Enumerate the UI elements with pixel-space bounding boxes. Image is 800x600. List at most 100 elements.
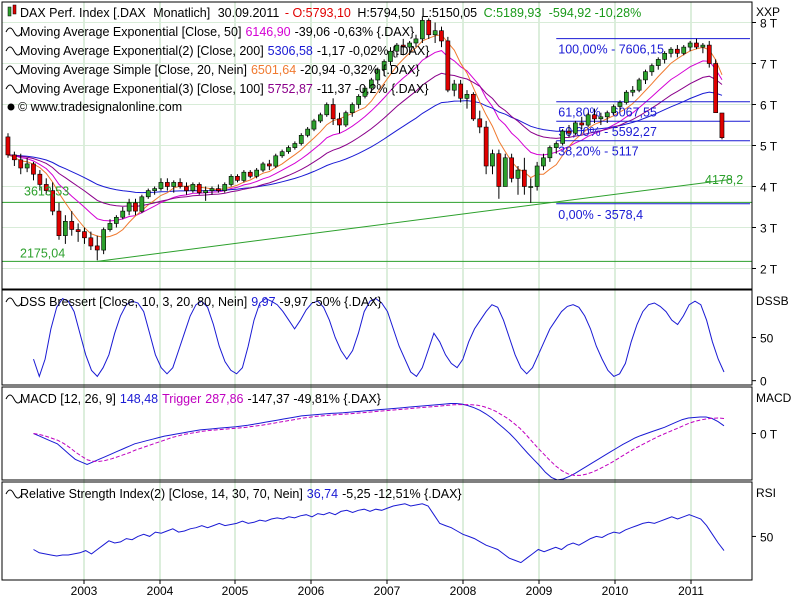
candle-body-40 (260, 163, 266, 171)
candle-21 (139, 194, 145, 214)
candle-40 (260, 161, 266, 173)
candle-93 (598, 112, 604, 125)
legend-change-0: -39,06 -0,63% {.DAX} (295, 25, 415, 39)
candle-body-8 (56, 210, 62, 237)
macd-legend-icon (5, 394, 23, 404)
main-legend: DAX Perf. Index [.DAX Monatlich] 30.09.2… (5, 4, 641, 499)
candle-body-13 (88, 237, 94, 247)
change-value: -594,92 -10,28% (549, 6, 641, 20)
candle-0 (5, 133, 11, 158)
candle-body-85 (547, 147, 553, 159)
candle-body-25 (165, 182, 170, 187)
candle-95 (611, 104, 616, 115)
close-value: C:5189,93 (484, 6, 542, 20)
candle-body-77 (496, 153, 502, 187)
candle-24 (158, 178, 164, 191)
candle-9 (62, 215, 68, 244)
candle-106 (681, 45, 687, 56)
candle-38 (247, 170, 253, 179)
candle-18 (120, 207, 126, 220)
candle-102 (655, 57, 661, 70)
candle-69 (445, 36, 451, 93)
candle-36 (235, 174, 240, 183)
candle-body-34 (222, 184, 228, 191)
main-ytick-6: 2 T (760, 263, 778, 277)
candle-48 (311, 118, 317, 132)
candle-2 (18, 153, 24, 175)
candle-34 (222, 182, 228, 193)
candle-body-81 (521, 169, 527, 187)
candle-42 (273, 153, 279, 169)
candle-body-23 (152, 188, 158, 191)
candle-body-73 (470, 94, 476, 120)
watermark-dot (7, 103, 15, 111)
candle-body-52 (337, 118, 342, 126)
candle-86 (553, 141, 559, 154)
x-axis: 2003 2004 2005 2006 2007 2008 2009 2010 2011 (2, 579, 752, 598)
legend-row-2: Moving Average Simple [Close, 20, Nein] 6… (20, 63, 420, 77)
candle-13 (88, 231, 94, 251)
candle-83 (534, 161, 540, 191)
candle-body-67 (432, 30, 438, 36)
candle-body-111 (713, 63, 718, 114)
candle-65 (419, 16, 425, 43)
candle-81 (521, 157, 527, 195)
rsi-value: 36,74 (307, 487, 338, 501)
candle-101 (649, 63, 655, 76)
candle-body-2 (18, 159, 24, 169)
annotation-4178: 4178,2 (705, 173, 743, 187)
rsi-ytick-0: 50 (760, 530, 774, 544)
candle-100 (643, 69, 648, 84)
instrument-name: DAX Perf. Index [.DAX (20, 6, 146, 20)
fib-label-2: 50,00% - 5592,27 (558, 125, 657, 139)
candle-body-38 (247, 171, 253, 177)
candle-82 (528, 178, 534, 203)
candle-52 (337, 112, 342, 134)
x-tick-4: 2007 (374, 584, 401, 598)
legend-name-0: Moving Average Exponential [Close, 50] (20, 25, 241, 39)
candle-68 (439, 26, 444, 48)
candle-body-83 (534, 165, 540, 187)
candle-body-7 (50, 190, 55, 212)
candle-body-65 (419, 20, 425, 40)
legend-name-3: Moving Average Exponential(3) [Close, 10… (20, 82, 264, 96)
candle-87 (560, 129, 565, 146)
dss-value: 9,97 (251, 295, 275, 309)
candle-body-57 (368, 79, 374, 89)
candle-body-44 (286, 147, 291, 152)
main-y-unit: XXP (756, 5, 780, 19)
candle-body-84 (541, 157, 546, 167)
x-tick-2: 2005 (222, 584, 249, 598)
candle-30 (196, 182, 202, 195)
candle-body-16 (107, 223, 113, 230)
candle-7 (50, 182, 55, 216)
candle-5 (37, 170, 43, 191)
interval-label: Monatlich] (153, 6, 210, 20)
candle-body-51 (330, 104, 336, 120)
candle-body-92 (592, 114, 597, 120)
candle-body-104 (668, 48, 674, 54)
x-tick-5: 2008 (450, 584, 477, 598)
dss-change: -9,97 -50% {.DAX} (280, 295, 382, 309)
candle-body-102 (655, 59, 661, 66)
candle-96 (617, 100, 623, 111)
candle-body-20 (133, 202, 138, 212)
candle-body-59 (381, 61, 387, 70)
candle-80 (515, 166, 521, 195)
candle-body-63 (407, 42, 413, 48)
x-tick-8: 2011 (678, 584, 704, 598)
candle-body-6 (43, 184, 49, 191)
candle-body-75 (483, 126, 489, 167)
x-tick-7: 2010 (602, 584, 629, 598)
candle-body-106 (681, 46, 687, 54)
rsi-series-0 (33, 503, 725, 564)
candle-body-108 (694, 42, 699, 48)
candle-70 (451, 79, 457, 97)
candle-35 (228, 174, 234, 187)
x-tick-0: 2003 (71, 584, 98, 598)
candle-body-88 (566, 130, 572, 134)
x-tick-1: 2004 (147, 584, 174, 598)
dss-panel: DSS Bressert [Close, 10, 3, 20, 80, Nein… (20, 294, 789, 389)
candle-body-69 (445, 40, 451, 91)
candle-37 (241, 170, 247, 183)
